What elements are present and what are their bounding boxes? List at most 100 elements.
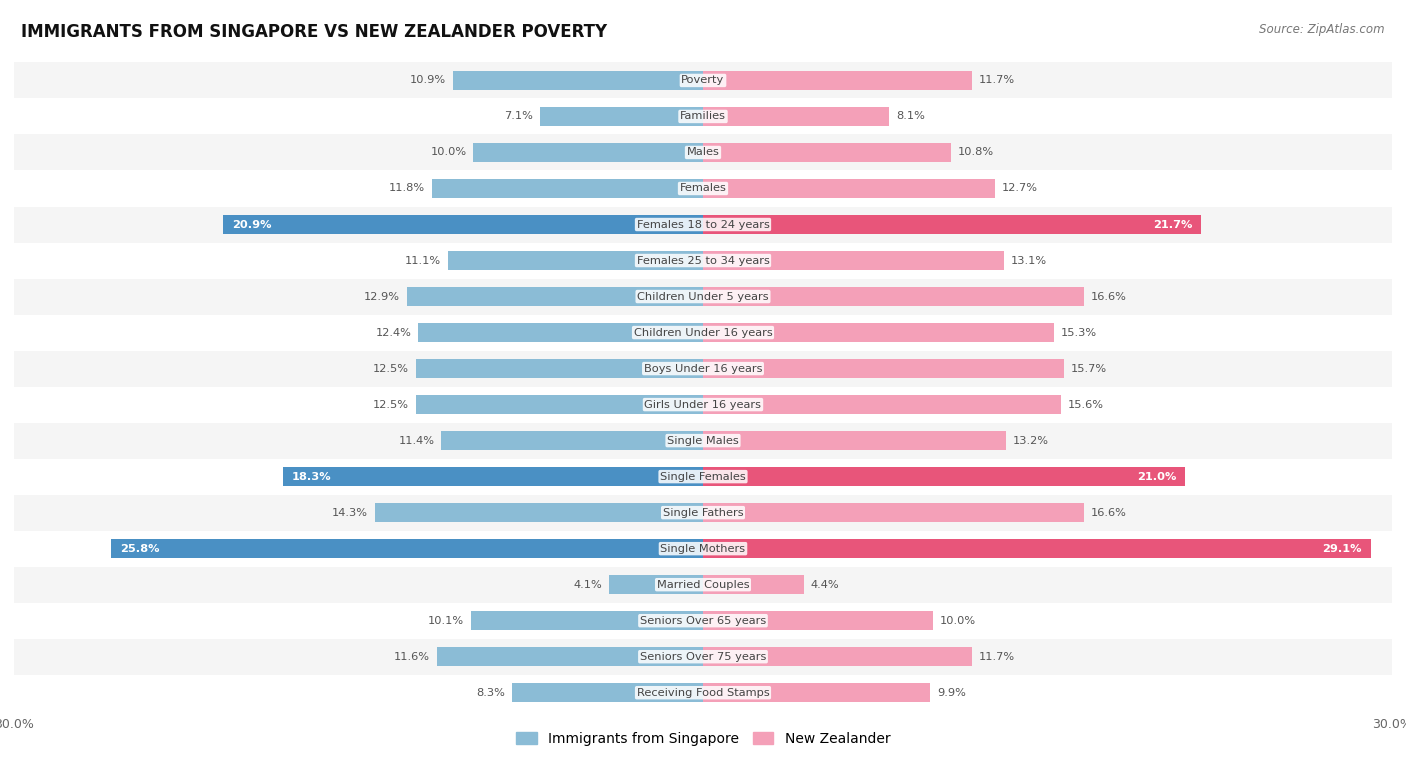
Bar (224, 215, 703, 234)
Bar (418, 323, 703, 342)
Bar (474, 143, 703, 162)
Bar (703, 575, 804, 594)
Text: Females: Females (679, 183, 727, 193)
Bar (703, 467, 1185, 486)
Text: Children Under 16 years: Children Under 16 years (634, 327, 772, 337)
Bar (374, 503, 703, 522)
Text: Single Mothers: Single Mothers (661, 543, 745, 553)
Text: 12.4%: 12.4% (375, 327, 412, 337)
Text: 20.9%: 20.9% (232, 220, 271, 230)
Text: 15.6%: 15.6% (1069, 399, 1104, 409)
Bar (14, 206, 1392, 243)
Text: 8.1%: 8.1% (896, 111, 925, 121)
Bar (14, 387, 1392, 423)
Bar (703, 251, 1004, 270)
Bar (14, 134, 1392, 171)
Bar (14, 99, 1392, 134)
Bar (703, 179, 994, 198)
Text: 29.1%: 29.1% (1323, 543, 1362, 553)
Bar (703, 395, 1062, 414)
Text: 11.1%: 11.1% (405, 255, 441, 265)
Text: Families: Families (681, 111, 725, 121)
Bar (703, 287, 1084, 306)
Text: 11.8%: 11.8% (389, 183, 425, 193)
Bar (416, 395, 703, 414)
Bar (14, 531, 1392, 567)
Text: 25.8%: 25.8% (120, 543, 159, 553)
Bar (703, 323, 1054, 342)
Text: 10.9%: 10.9% (409, 76, 446, 86)
Bar (703, 611, 932, 630)
Text: Poverty: Poverty (682, 76, 724, 86)
Bar (406, 287, 703, 306)
Bar (441, 431, 703, 450)
Bar (416, 359, 703, 378)
Text: 11.7%: 11.7% (979, 76, 1015, 86)
Text: 12.5%: 12.5% (373, 364, 409, 374)
Bar (512, 684, 703, 702)
Bar (14, 315, 1392, 350)
Bar (14, 171, 1392, 206)
Bar (703, 107, 889, 126)
Text: Boys Under 16 years: Boys Under 16 years (644, 364, 762, 374)
Text: 21.7%: 21.7% (1153, 220, 1192, 230)
Text: 12.9%: 12.9% (364, 292, 399, 302)
Text: 11.4%: 11.4% (398, 436, 434, 446)
Text: 4.4%: 4.4% (811, 580, 839, 590)
Bar (703, 215, 1201, 234)
Text: 14.3%: 14.3% (332, 508, 368, 518)
Bar (437, 647, 703, 666)
Legend: Immigrants from Singapore, New Zealander: Immigrants from Singapore, New Zealander (510, 726, 896, 751)
Text: Source: ZipAtlas.com: Source: ZipAtlas.com (1260, 23, 1385, 36)
Text: 12.7%: 12.7% (1001, 183, 1038, 193)
Text: Males: Males (686, 148, 720, 158)
Text: 10.8%: 10.8% (957, 148, 994, 158)
Text: 15.3%: 15.3% (1062, 327, 1097, 337)
Text: 4.1%: 4.1% (574, 580, 602, 590)
Text: 16.6%: 16.6% (1091, 292, 1128, 302)
Bar (703, 684, 931, 702)
Bar (283, 467, 703, 486)
Text: 8.3%: 8.3% (477, 688, 506, 697)
Bar (14, 62, 1392, 99)
Text: Seniors Over 75 years: Seniors Over 75 years (640, 652, 766, 662)
Bar (14, 639, 1392, 675)
Text: Single Females: Single Females (661, 471, 745, 481)
Bar (14, 278, 1392, 315)
Bar (471, 611, 703, 630)
Bar (703, 503, 1084, 522)
Text: Married Couples: Married Couples (657, 580, 749, 590)
Text: 12.5%: 12.5% (373, 399, 409, 409)
Bar (14, 243, 1392, 278)
Text: 16.6%: 16.6% (1091, 508, 1128, 518)
Text: Seniors Over 65 years: Seniors Over 65 years (640, 615, 766, 625)
Bar (703, 647, 972, 666)
Text: 11.7%: 11.7% (979, 652, 1015, 662)
Bar (14, 350, 1392, 387)
Text: 21.0%: 21.0% (1136, 471, 1175, 481)
Bar (14, 675, 1392, 711)
Bar (111, 539, 703, 558)
Bar (703, 143, 950, 162)
Bar (14, 603, 1392, 639)
Bar (14, 567, 1392, 603)
Bar (14, 423, 1392, 459)
Text: 10.0%: 10.0% (430, 148, 467, 158)
Text: 9.9%: 9.9% (938, 688, 966, 697)
Bar (432, 179, 703, 198)
Bar (609, 575, 703, 594)
Text: Single Males: Single Males (666, 436, 740, 446)
Text: 18.3%: 18.3% (292, 471, 332, 481)
Text: Females 25 to 34 years: Females 25 to 34 years (637, 255, 769, 265)
Text: 11.6%: 11.6% (394, 652, 430, 662)
Text: 13.1%: 13.1% (1011, 255, 1047, 265)
Text: 13.2%: 13.2% (1012, 436, 1049, 446)
Bar (703, 71, 972, 89)
Text: IMMIGRANTS FROM SINGAPORE VS NEW ZEALANDER POVERTY: IMMIGRANTS FROM SINGAPORE VS NEW ZEALAND… (21, 23, 607, 41)
Bar (449, 251, 703, 270)
Text: Children Under 5 years: Children Under 5 years (637, 292, 769, 302)
Bar (453, 71, 703, 89)
Text: Receiving Food Stamps: Receiving Food Stamps (637, 688, 769, 697)
Text: Girls Under 16 years: Girls Under 16 years (644, 399, 762, 409)
Bar (703, 539, 1371, 558)
